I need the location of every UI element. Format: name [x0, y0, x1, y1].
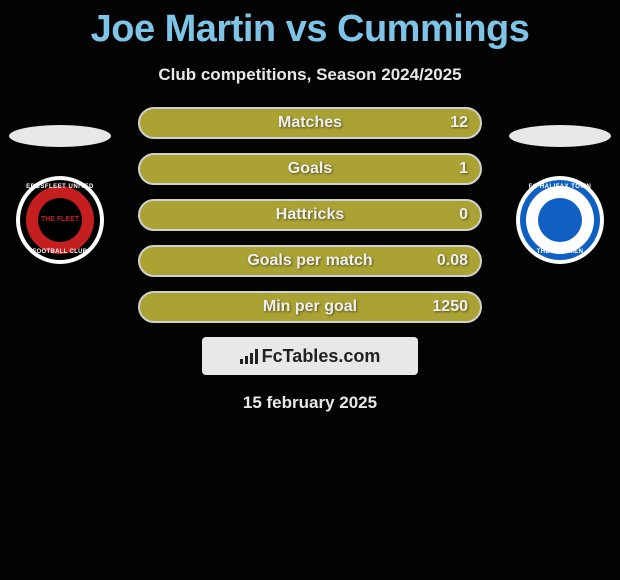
stat-value: 12: [450, 114, 468, 132]
stat-pill: Goals 1: [138, 153, 482, 185]
player-ellipse-right: [509, 125, 611, 147]
badge-center-text: THE FLEET: [16, 216, 104, 224]
stat-pill: Hattricks 0: [138, 199, 482, 231]
badge-top-text: FC HALIFAX TOWN: [516, 184, 604, 190]
subtitle: Club competitions, Season 2024/2025: [0, 65, 620, 85]
stat-value: 1: [459, 160, 468, 178]
stat-label: Matches: [278, 114, 342, 132]
stat-value: 1250: [432, 298, 468, 316]
badge-center: [538, 198, 582, 242]
badge-top-text: EBBSFLEET UNITED: [16, 184, 104, 190]
logo-text: FcTables.com: [262, 346, 381, 367]
badge-bottom-text: THE SHAYMEN: [516, 249, 604, 255]
stat-label: Min per goal: [263, 298, 357, 316]
chart-icon: [240, 348, 258, 364]
club-badge-right: FC HALIFAX TOWN THE SHAYMEN: [516, 176, 604, 264]
club-badge-left: EBBSFLEET UNITED FOOTBALL CLUB THE FLEET: [16, 176, 104, 264]
stat-label: Goals per match: [247, 252, 372, 270]
fctables-logo[interactable]: FcTables.com: [202, 337, 418, 375]
stat-pill: Goals per match 0.08: [138, 245, 482, 277]
stat-label: Goals: [288, 160, 332, 178]
stat-pill: Matches 12: [138, 107, 482, 139]
stats-list: Matches 12 Goals 1 Hattricks 0 Goals per…: [138, 107, 482, 323]
badge-bottom-text: FOOTBALL CLUB: [16, 249, 104, 255]
stat-pill: Min per goal 1250: [138, 291, 482, 323]
player-ellipse-left: [9, 125, 111, 147]
stat-label: Hattricks: [276, 206, 344, 224]
stat-value: 0.08: [437, 252, 468, 270]
comparison-title: Joe Martin vs Cummings: [0, 0, 620, 51]
comparison-date: 15 february 2025: [0, 393, 620, 413]
stat-value: 0: [459, 206, 468, 224]
